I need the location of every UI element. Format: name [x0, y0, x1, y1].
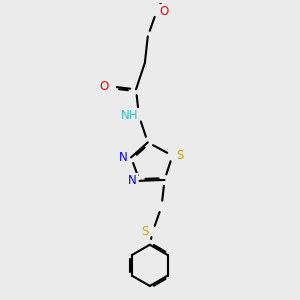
Text: O: O	[159, 5, 169, 18]
Text: S: S	[176, 149, 183, 162]
Text: O: O	[99, 80, 108, 93]
Text: NH: NH	[122, 110, 139, 122]
Text: N: N	[119, 151, 128, 164]
Text: S: S	[141, 225, 148, 238]
Text: N: N	[128, 174, 136, 187]
